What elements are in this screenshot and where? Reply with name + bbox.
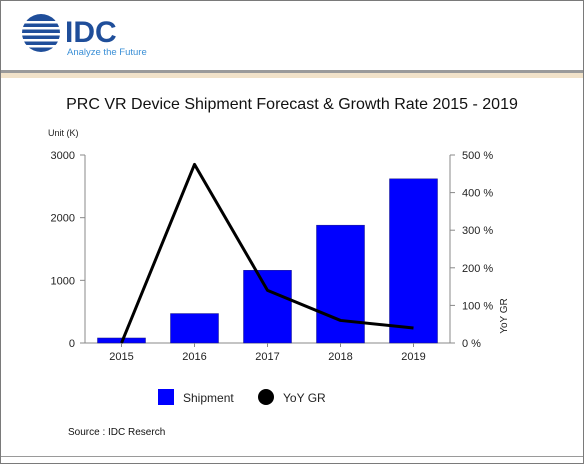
right-axis-title: YoY GR (499, 298, 510, 334)
source-note: Source : IDC Reserch (68, 427, 166, 438)
shipment-bar (316, 224, 365, 344)
right-axis-tick-label: 100 % (462, 300, 493, 312)
left-axis-tick-label: 1000 (51, 275, 75, 287)
x-axis-tick-label: 2017 (255, 351, 279, 363)
shipment-bar (243, 270, 292, 344)
x-axis-tick-label: 2016 (182, 351, 206, 363)
left-axis-tick-label: 3000 (51, 150, 75, 162)
x-axis-tick-label: 2019 (401, 351, 425, 363)
logo-wordmark: IDC (65, 16, 117, 49)
legend-swatch-yoy (258, 389, 274, 405)
footer-line (1, 456, 583, 457)
right-axis-tick-label: 300 % (462, 225, 493, 237)
idc-logo: IDC Analyze the Future (22, 14, 147, 58)
x-axis-tick-label: 2015 (109, 351, 133, 363)
legend-label-shipment: Shipment (183, 391, 234, 405)
right-axis-tick-label: 0 % (462, 338, 481, 350)
header-divider (1, 70, 583, 73)
chart-title: PRC VR Device Shipment Forecast & Growth… (66, 96, 518, 113)
right-axis-tick-label: 500 % (462, 150, 493, 162)
yoy-growth-line (120, 162, 414, 344)
header-band (1, 73, 583, 78)
logo-tagline: Analyze the Future (67, 47, 147, 58)
left-axis-title: Unit (K) (48, 128, 79, 138)
shipment-bar (170, 313, 219, 344)
legend-swatch-shipment (158, 389, 174, 405)
left-axis-tick-label: 2000 (51, 213, 75, 225)
legend-label-yoy: YoY GR (283, 391, 326, 405)
shipment-bar (389, 178, 438, 344)
right-axis-tick-label: 200 % (462, 263, 493, 275)
right-axis-tick-label: 400 % (462, 188, 493, 200)
x-axis-tick-label: 2018 (328, 351, 352, 363)
header: IDC Analyze the Future (1, 1, 583, 71)
left-axis-tick-label: 0 (69, 338, 75, 350)
globe-icon (22, 14, 60, 52)
